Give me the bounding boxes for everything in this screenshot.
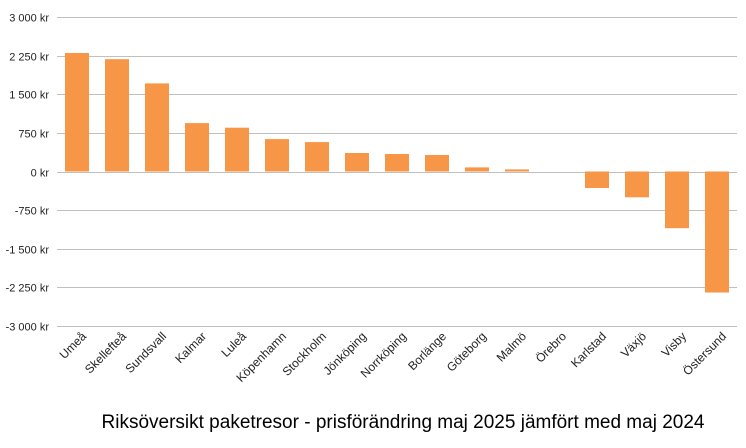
bar-Visby (665, 171, 689, 229)
y-tick-label: -3 000 kr (6, 322, 50, 334)
bar-Borlänge (425, 155, 449, 172)
y-tick-label: -2 250 kr (6, 283, 50, 295)
y-tick-label: 750 kr (18, 129, 49, 141)
bar-Göteborg (465, 167, 489, 172)
bar-Malmö (505, 169, 529, 172)
y-tick-label: -750 kr (15, 206, 50, 218)
x-tick-label: Östersund (680, 329, 729, 378)
x-tick-label: Göteborg (444, 329, 489, 374)
x-tick-label: Malmö (494, 329, 530, 365)
x-tick-label: Umeå (57, 329, 90, 362)
bar-Stockholm (305, 142, 329, 172)
x-tick-label: Örebro (533, 329, 570, 366)
y-tick-label: 2 250 kr (9, 52, 49, 64)
bar-Kalmar (185, 123, 209, 172)
bar-Skellefteå (105, 59, 129, 172)
gridlines (57, 17, 737, 327)
x-tick-label: Skellefteå (82, 329, 129, 376)
bar-Luleå (225, 127, 249, 172)
x-tick-label: Kalmar (172, 329, 209, 366)
bar-Umeå (65, 53, 89, 172)
bar-Växjö (625, 171, 649, 198)
bar-Sundsvall (145, 83, 169, 172)
x-tick-label: Karlstad (568, 329, 609, 370)
y-axis-ticks: 3 000 kr 2 250 kr 1 500 kr 750 kr 0 kr -750 k… (6, 13, 50, 334)
bar-Karlstad (585, 171, 609, 188)
bar-Jönköping (345, 153, 369, 172)
x-tick-label: Stockholm (280, 329, 330, 379)
bars (65, 53, 729, 293)
x-tick-label: Sundsvall (122, 329, 169, 376)
x-tick-label: Luleå (218, 329, 249, 360)
bar-Östersund (705, 171, 729, 293)
x-tick-label: Visby (659, 329, 690, 360)
y-tick-label: -1 500 kr (6, 245, 50, 257)
y-tick-label: 1 500 kr (9, 90, 49, 102)
bar-Norrköping (385, 154, 409, 172)
y-tick-label: 3 000 kr (9, 13, 49, 25)
x-tick-label: Växjö (618, 329, 649, 360)
y-tick-label: 0 kr (31, 168, 50, 180)
bar-Köpenhamn (265, 139, 289, 172)
x-tick-label: Borlänge (405, 329, 449, 373)
chart-title: Riksöversikt paketresor - prisförändring… (102, 412, 705, 433)
